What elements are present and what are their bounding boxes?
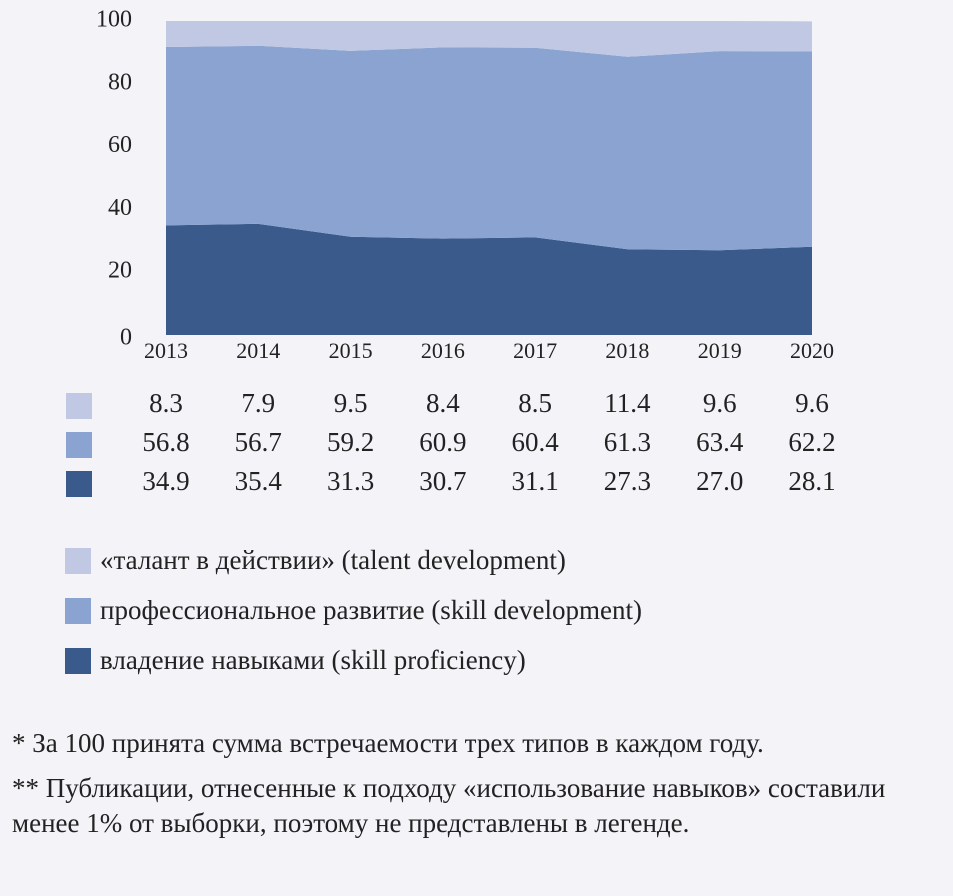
table-value: 60.4 <box>512 427 560 457</box>
y-tick-label: 0 <box>120 325 132 351</box>
table-swatch <box>66 432 92 458</box>
table-value: 56.7 <box>235 427 282 457</box>
table-value: 9.6 <box>703 388 737 418</box>
area <box>166 45 812 251</box>
table-value: 59.2 <box>327 427 374 457</box>
legend-swatch <box>65 648 91 674</box>
table-value: 31.1 <box>512 466 559 496</box>
table-value: 63.4 <box>696 427 744 457</box>
x-tick-label: 2020 <box>790 338 834 363</box>
y-tick-label: 80 <box>108 69 132 95</box>
table-value: 31.3 <box>327 466 374 496</box>
table-value: 8.4 <box>426 388 460 418</box>
x-tick-label: 2018 <box>605 338 649 363</box>
table-value: 34.9 <box>142 466 189 496</box>
table-swatch <box>66 393 92 419</box>
legend-swatch <box>65 598 91 624</box>
table-value: 30.7 <box>419 466 466 496</box>
table-value: 27.0 <box>696 466 743 496</box>
x-tick-label: 2017 <box>513 338 557 363</box>
y-tick-label: 60 <box>108 132 132 158</box>
table-value: 8.3 <box>149 388 183 418</box>
x-tick-label: 2015 <box>329 338 373 363</box>
table-value: 7.9 <box>241 388 275 418</box>
x-tick-label: 2016 <box>421 338 465 363</box>
table-value: 9.5 <box>334 388 368 418</box>
x-tick-label: 2014 <box>236 338 280 363</box>
y-tick-label: 20 <box>108 258 132 284</box>
area <box>166 223 812 335</box>
table-value: 9.6 <box>795 388 829 418</box>
chart: 0 20 40 60 80 100 2013 2014 2015 2016 2017 2018 2019… <box>65 7 836 675</box>
legend-swatch <box>65 548 91 574</box>
table-swatch <box>66 471 92 497</box>
legend-label: владение навыками (skill proficiency) <box>100 645 526 675</box>
x-tick-label: 2019 <box>698 338 742 363</box>
y-tick-label: 40 <box>108 195 132 221</box>
footnote: * За 100 принята сумма встречаемости тре… <box>12 728 764 758</box>
area <box>166 21 812 57</box>
table-value: 35.4 <box>235 466 283 496</box>
table-value: 8.5 <box>518 388 552 418</box>
legend-label: «талант в действии» (talent development) <box>100 545 566 575</box>
table-value: 28.1 <box>788 466 835 496</box>
table-value: 62.2 <box>788 427 835 457</box>
table-value: 61.3 <box>604 427 651 457</box>
table-value: 60.9 <box>419 427 466 457</box>
legend-label: профессиональное развитие (skill develop… <box>100 595 642 625</box>
table-value: 56.8 <box>142 427 189 457</box>
y-tick-label: 100 <box>96 7 132 33</box>
footnote: ** Публикации, отнесенные к подходу «исп… <box>12 773 886 838</box>
table-value: 27.3 <box>604 466 651 496</box>
x-tick-label: 2013 <box>144 338 188 363</box>
table-value: 11.4 <box>604 388 651 418</box>
footnotes: * За 100 принята сумма встречаемости тре… <box>12 726 947 851</box>
